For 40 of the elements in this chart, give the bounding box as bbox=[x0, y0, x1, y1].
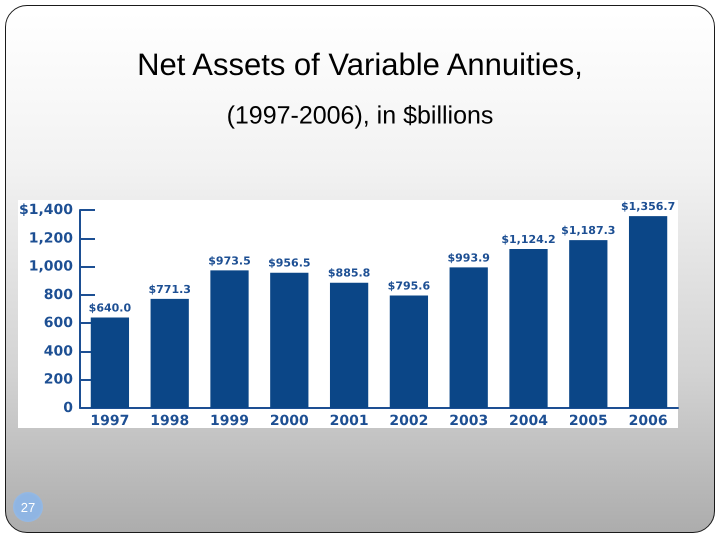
bar bbox=[390, 295, 428, 408]
data-label: $1,187.3 bbox=[561, 224, 616, 238]
x-tick-label: 1999 bbox=[210, 413, 249, 429]
data-label: $795.6 bbox=[388, 279, 430, 292]
data-label: $771.3 bbox=[148, 282, 191, 296]
data-label: $885.8 bbox=[328, 266, 370, 280]
y-tick-label: 600 bbox=[44, 315, 74, 332]
chart-subtitle: (1997-2006), in $billions bbox=[226, 102, 494, 130]
data-label: $973.5 bbox=[208, 254, 251, 268]
y-tick-label: 0 bbox=[63, 400, 74, 416]
y-tick-label: 1,200 bbox=[28, 230, 74, 246]
data-label: $1,356.7 bbox=[620, 200, 676, 214]
y-tick-label: 200 bbox=[44, 372, 74, 388]
bar bbox=[509, 249, 548, 408]
x-tick-label: 1998 bbox=[150, 413, 190, 429]
x-tick-label: 2004 bbox=[509, 413, 548, 429]
x-tick-label: 2005 bbox=[568, 413, 608, 429]
bar bbox=[210, 270, 249, 408]
bar bbox=[628, 216, 668, 408]
y-tick-label: 800 bbox=[44, 286, 74, 303]
x-tick-label: 2001 bbox=[330, 413, 369, 429]
x-tick-label: 2006 bbox=[628, 413, 668, 429]
y-tick-label: $1,400 bbox=[18, 202, 74, 218]
data-label: $1,124.2 bbox=[501, 233, 556, 246]
data-label: $640.0 bbox=[88, 301, 132, 314]
y-tick-label: 400 bbox=[44, 343, 74, 360]
x-tick-label: 1997 bbox=[90, 413, 130, 429]
x-tick-label: 2002 bbox=[389, 413, 428, 429]
bar bbox=[90, 317, 130, 408]
bar bbox=[330, 282, 368, 408]
bar bbox=[569, 240, 608, 408]
data-label: $993.9 bbox=[447, 251, 490, 264]
y-tick-label: 1,000 bbox=[28, 258, 74, 275]
x-tick-label: 2003 bbox=[449, 413, 488, 429]
chart-title: Net Assets of Variable Annuities, bbox=[137, 47, 583, 82]
x-tick-label: 2000 bbox=[270, 413, 310, 429]
bar bbox=[450, 267, 488, 408]
data-label: $956.5 bbox=[268, 256, 311, 270]
bar bbox=[270, 272, 308, 408]
bar bbox=[150, 298, 189, 408]
